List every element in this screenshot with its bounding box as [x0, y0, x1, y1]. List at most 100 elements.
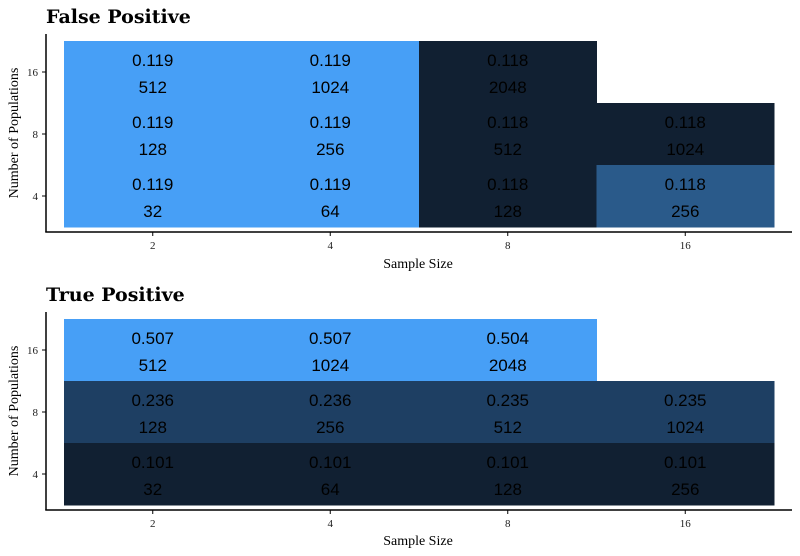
x-tick-label: 2 [150, 518, 156, 530]
cell-count-label: 64 [321, 202, 340, 221]
cell-count-label: 512 [494, 418, 522, 437]
heatmap-cell: 0.235 512 [419, 381, 597, 444]
cell-count-label: 128 [494, 480, 522, 499]
cell-count-label: 256 [316, 140, 344, 159]
cell-value-label: 0.101 [486, 453, 529, 472]
cell-fill [64, 165, 242, 228]
cell-fill [241, 319, 420, 382]
cell-count-label: 2048 [489, 78, 527, 97]
cell-fill [241, 103, 420, 166]
cell-fill [596, 381, 775, 444]
heatmap-cell: 0.507 1024 [241, 319, 420, 382]
x-tick-label: 8 [505, 240, 511, 252]
cell-fill [64, 319, 242, 382]
cell-fill [64, 443, 242, 506]
cell-value-label: 0.119 [310, 113, 351, 132]
x-tick-label: 4 [328, 518, 334, 530]
y-tick-label: 8 [33, 129, 39, 141]
cell-count-label: 512 [139, 78, 167, 97]
cell-count-label: 1024 [311, 78, 349, 97]
cell-count-label: 128 [139, 418, 167, 437]
cell-value-label: 0.118 [487, 51, 528, 70]
cell-count-label: 64 [321, 480, 340, 499]
cell-fill [241, 41, 420, 104]
x-tick-label: 8 [505, 518, 511, 530]
heatmap-cell: 0.118 128 [419, 165, 597, 228]
cell-count-label: 128 [139, 140, 167, 159]
cell-count-label: 1024 [311, 356, 349, 375]
cell-value-label: 0.119 [132, 51, 173, 70]
cell-fill [419, 165, 597, 228]
cell-value-label: 0.101 [664, 453, 707, 472]
cell-count-label: 512 [494, 140, 522, 159]
cell-fill [64, 381, 242, 444]
cell-fill [419, 319, 597, 382]
cell-value-label: 0.119 [132, 113, 173, 132]
heatmap-cell: 0.507 512 [64, 319, 242, 382]
heatmap-cell: 0.119 64 [241, 165, 420, 228]
cell-value-label: 0.101 [309, 453, 352, 472]
y-tick-label: 8 [33, 407, 39, 419]
heatmap-cell: 0.118 1024 [596, 103, 775, 166]
heatmap-cell: 0.101 32 [64, 443, 242, 506]
heatmap-cell: 0.119 512 [64, 41, 242, 104]
x-tick-label: 4 [328, 240, 334, 252]
cell-value-label: 0.118 [487, 175, 528, 194]
heatmap-cell: 0.101 128 [419, 443, 597, 506]
cell-value-label: 0.504 [486, 329, 529, 348]
heatmap-cell: 0.118 256 [596, 165, 775, 228]
cell-fill [596, 103, 775, 166]
cell-value-label: 0.236 [309, 391, 352, 410]
cell-fill [419, 41, 597, 104]
false-positive-panel: False Positive Sample Size Number of Pop… [7, 6, 792, 272]
cell-value-label: 0.119 [132, 175, 173, 194]
heatmap-cell: 0.119 32 [64, 165, 242, 228]
cell-value-label: 0.119 [310, 175, 351, 194]
true-positive-panel: True Positive Sample Size Number of Popu… [7, 284, 792, 549]
heatmap-cell: 0.118 2048 [419, 41, 597, 104]
cell-value-label: 0.119 [310, 51, 351, 70]
cell-fill [419, 443, 597, 506]
cell-fill [241, 443, 420, 506]
heatmap-cells: 0.119 512 0.119 1024 0.118 2048 0.119 128 0.119 2… [64, 41, 775, 228]
cell-fill [64, 41, 242, 104]
x-tick-label: 2 [150, 240, 156, 252]
cell-count-label: 256 [671, 202, 699, 221]
x-tick-label: 16 [680, 518, 692, 530]
cell-fill [64, 103, 242, 166]
heatmap-cell: 0.235 1024 [596, 381, 775, 444]
heatmap-cell: 0.119 1024 [241, 41, 420, 104]
cell-count-label: 32 [143, 480, 162, 499]
cell-count-label: 256 [316, 418, 344, 437]
y-axis-label: Number of Populations [7, 68, 22, 199]
cell-value-label: 0.118 [487, 113, 528, 132]
y-tick-label: 4 [33, 469, 39, 481]
cell-value-label: 0.236 [131, 391, 174, 410]
heatmap-cell: 0.118 512 [419, 103, 597, 166]
cell-count-label: 128 [494, 202, 522, 221]
cell-value-label: 0.118 [665, 175, 706, 194]
x-axis-label: Sample Size [383, 257, 453, 272]
cell-value-label: 0.507 [309, 329, 352, 348]
cell-count-label: 32 [143, 202, 162, 221]
cell-count-label: 1024 [666, 140, 704, 159]
cell-count-label: 1024 [666, 418, 704, 437]
y-tick-label: 4 [33, 191, 39, 203]
cell-value-label: 0.118 [665, 113, 706, 132]
cell-value-label: 0.235 [486, 391, 529, 410]
cell-fill [596, 165, 775, 228]
axis-ticks: 2 4 8 16 16 8 4 [27, 67, 691, 252]
heatmap-cell: 0.236 128 [64, 381, 242, 444]
cell-count-label: 2048 [489, 356, 527, 375]
x-axis-label: Sample Size [383, 534, 453, 549]
cell-count-label: 256 [671, 480, 699, 499]
panel-title: True Positive [46, 284, 185, 306]
heatmap-cell: 0.119 128 [64, 103, 242, 166]
cell-value-label: 0.235 [664, 391, 707, 410]
x-tick-label: 16 [680, 240, 692, 252]
heatmap-cell: 0.119 256 [241, 103, 420, 166]
cell-fill [241, 381, 420, 444]
heatmap-cell: 0.101 256 [596, 443, 775, 506]
cell-fill [596, 443, 775, 506]
